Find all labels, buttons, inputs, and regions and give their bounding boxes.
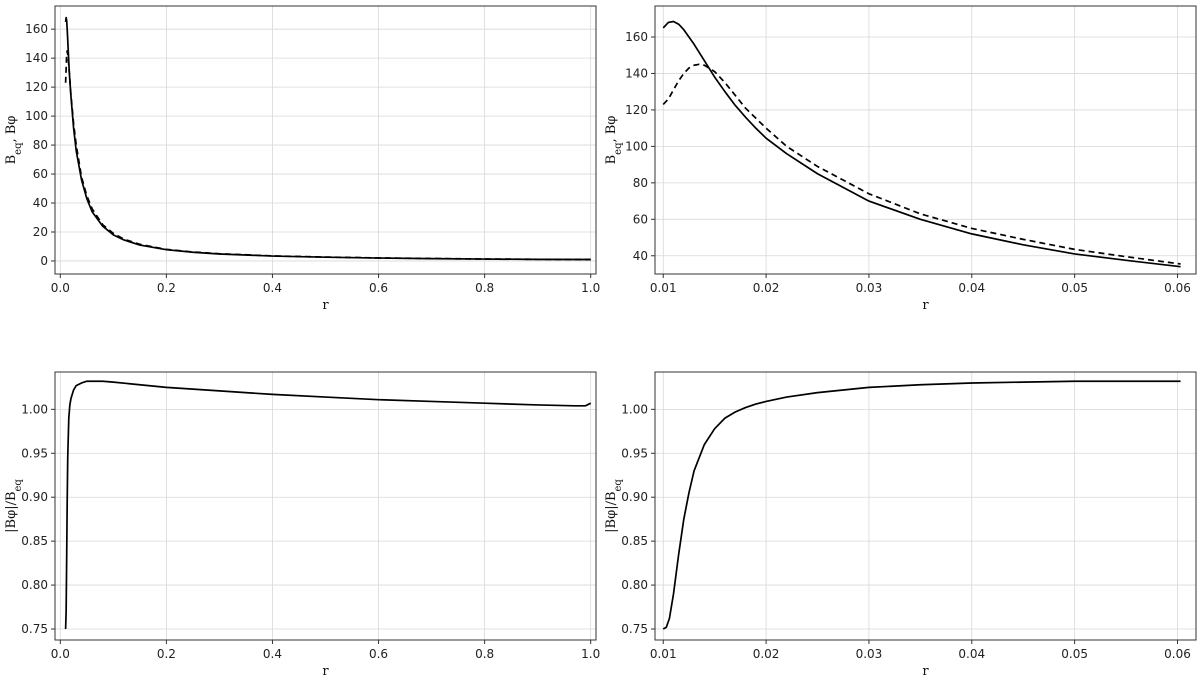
y-tick-label: 1.00 (21, 402, 48, 416)
y-tick-label: 0 (40, 254, 48, 268)
y-tick-label: 120 (625, 103, 648, 117)
x-tick-label: 0.01 (650, 281, 677, 295)
y-tick-label: 120 (25, 80, 48, 94)
x-axis-label: r (322, 664, 329, 679)
y-axis-label: |Bφ|/Beq (4, 479, 24, 533)
x-tick-label: 0.05 (1061, 281, 1088, 295)
x-axis-label: r (922, 664, 929, 679)
y-tick-label: 0.75 (21, 622, 48, 636)
x-tick-label: 0.02 (753, 281, 780, 295)
x-tick-label: 0.0 (51, 281, 70, 295)
plot-frame (654, 371, 1197, 641)
y-axis-label: Beq, Bφ (604, 116, 624, 165)
y-tick-label: 60 (33, 167, 48, 181)
y-tick-label: 0.90 (21, 490, 48, 504)
x-tick-label: 0.6 (369, 647, 388, 661)
y-tick-label: 140 (25, 51, 48, 65)
x-tick-label: 0.06 (1164, 281, 1191, 295)
plot-frame (54, 371, 597, 641)
y-tick-label: 160 (25, 22, 48, 36)
series-line-dashed (662, 63, 1181, 265)
y-tick-label: 20 (33, 225, 48, 239)
y-axis-label: Beq, Bφ (4, 116, 24, 165)
x-tick-label: 0.8 (475, 281, 494, 295)
x-tick-label: 0.02 (753, 647, 780, 661)
x-tick-label: 0.6 (369, 281, 388, 295)
y-tick-label: 1.00 (621, 402, 648, 416)
y-tick-label: 80 (633, 176, 648, 190)
y-tick-label: 0.90 (621, 490, 648, 504)
y-tick-label: 0.85 (621, 534, 648, 548)
chart-panel-2: 0.01 0.02 0.03 0.04 0.05 0.06 40 60 80 100 120 140 1… (604, 5, 1197, 313)
series-line-solid (64, 16, 591, 261)
x-tick-label: 0.4 (263, 281, 282, 295)
plot-frame (654, 5, 1197, 275)
y-tick-label: 0.80 (21, 578, 48, 592)
x-tick-label: 1.0 (581, 647, 600, 661)
y-axis-label: |Bφ|/Beq (604, 479, 624, 533)
x-tick-label: 0.03 (856, 647, 883, 661)
series-line-dashed (64, 50, 591, 261)
x-tick-label: 0.03 (856, 281, 883, 295)
y-tick-label: 40 (33, 196, 48, 210)
y-tick-label: 140 (625, 66, 648, 80)
chart-panel-3: 0.0 0.2 0.4 0.6 0.8 1.0 0.75 0.80 0.85 0.90 0.95 1.… (4, 371, 600, 679)
series-line-solid (662, 20, 1181, 268)
y-tick-label: 40 (633, 249, 648, 263)
x-tick-label: 0.0 (51, 647, 70, 661)
y-tick-label: 0.80 (621, 578, 648, 592)
x-tick-label: 0.05 (1061, 647, 1088, 661)
y-tick-label: 0.75 (621, 622, 648, 636)
series-line-solid (662, 380, 1181, 630)
x-tick-label: 0.06 (1164, 647, 1191, 661)
series-line-solid (64, 380, 592, 630)
y-tick-label: 0.95 (21, 446, 48, 460)
x-axis-label: r (322, 298, 329, 313)
x-tick-label: 0.01 (650, 647, 677, 661)
y-tick-label: 0.85 (21, 534, 48, 548)
plot-frame (54, 5, 597, 275)
chart-panel-1: 0.0 0.2 0.4 0.6 0.8 1.0 0 20 40 60 80 100 120 140 160 r… (4, 5, 600, 313)
x-tick-label: 0.04 (958, 281, 985, 295)
y-tick-label: 0.95 (621, 446, 648, 460)
y-tick-label: 160 (625, 30, 648, 44)
y-tick-label: 80 (33, 138, 48, 152)
x-tick-label: 0.04 (958, 647, 985, 661)
x-tick-label: 0.8 (475, 647, 494, 661)
y-tick-label: 100 (625, 139, 648, 153)
y-tick-label: 60 (633, 212, 648, 226)
x-tick-label: 0.2 (157, 281, 176, 295)
x-tick-label: 0.2 (157, 647, 176, 661)
chart-panel-4: 0.01 0.02 0.03 0.04 0.05 0.06 0.75 0.80 0.85 0.90… (604, 371, 1197, 679)
y-tick-label: 100 (25, 109, 48, 123)
x-tick-label: 0.4 (263, 647, 282, 661)
x-axis-label: r (922, 298, 929, 313)
x-tick-label: 1.0 (581, 281, 600, 295)
